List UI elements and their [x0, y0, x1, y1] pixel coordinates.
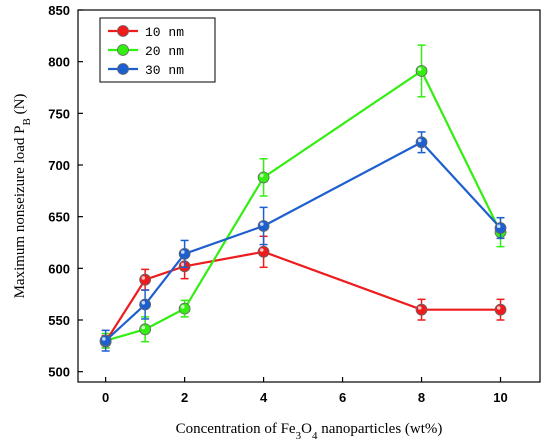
legend-swatch-marker	[117, 63, 129, 75]
data-point	[257, 245, 270, 258]
y-axis-title: Maximum nonseizure load PB (N)	[12, 94, 33, 299]
x-tick-label: 2	[181, 390, 188, 405]
data-point	[415, 65, 428, 77]
series-line	[104, 140, 502, 342]
y-tick-label: 700	[48, 158, 70, 173]
x-tick-label: 0	[102, 390, 109, 405]
legend-label: 20 nm	[145, 44, 184, 59]
series-line	[105, 69, 502, 342]
legend-swatch-marker	[117, 44, 129, 56]
y-tick-label: 750	[48, 106, 70, 121]
axis-ticks: 0 2 4 6 8 10 500 550 600 650 700 750 800 850	[48, 3, 507, 405]
data-point-highlight	[417, 306, 422, 310]
y-tick-label: 600	[48, 261, 70, 276]
series-3	[99, 131, 507, 352]
data-point	[139, 298, 152, 311]
data-point	[99, 334, 112, 347]
y-tick-label: 550	[48, 313, 70, 328]
legend-swatch-marker	[117, 25, 129, 37]
plot-frame-group	[77, 9, 541, 383]
x-tick-label: 8	[418, 390, 425, 405]
legend-label: 30 nm	[145, 63, 184, 78]
x-tick-label: 6	[339, 390, 346, 405]
data-point	[257, 220, 270, 232]
series-1	[99, 235, 507, 349]
data-point	[178, 247, 191, 260]
series-group	[99, 44, 507, 352]
legend-item: 30 nm	[108, 63, 184, 78]
y-tick-label: 500	[48, 365, 70, 380]
data-point-highlight	[259, 248, 264, 252]
data-point-highlight	[181, 250, 185, 254]
data-point-highlight	[141, 300, 146, 305]
data-point-highlight	[417, 67, 422, 71]
legend-item: 10 nm	[108, 25, 184, 40]
data-point-highlight	[259, 222, 264, 226]
data-point	[415, 136, 428, 149]
series-2	[99, 44, 507, 349]
y-tick-label: 850	[48, 3, 70, 18]
data-point	[139, 323, 152, 336]
data-point	[257, 171, 270, 184]
data-point-highlight	[417, 138, 422, 143]
data-point	[415, 303, 428, 316]
data-point-highlight	[496, 306, 501, 310]
series-line	[104, 250, 501, 343]
y-tick-label: 800	[48, 55, 70, 70]
data-point-highlight	[496, 224, 501, 229]
data-point-highlight	[181, 305, 185, 309]
x-tick-label: 4	[260, 390, 268, 405]
data-point	[494, 303, 507, 316]
y-tick-label: 650	[48, 210, 70, 225]
data-point	[178, 302, 191, 315]
data-point	[139, 273, 152, 286]
data-point-highlight	[141, 276, 146, 280]
data-point-highlight	[141, 325, 146, 330]
x-tick-label: 10	[493, 390, 507, 405]
x-axis-title: Concentration of Fe3O4 nanoparticles (wt…	[176, 421, 443, 442]
legend-item: 20 nm	[108, 44, 184, 59]
data-point-highlight	[259, 173, 264, 178]
legend-label: 10 nm	[145, 25, 184, 40]
plot-frame	[77, 9, 541, 383]
data-point-highlight	[181, 262, 185, 267]
data-point-highlight	[102, 337, 106, 341]
legend: 10 nm 20 nm 30 nm	[99, 17, 216, 83]
data-point	[494, 222, 507, 234]
